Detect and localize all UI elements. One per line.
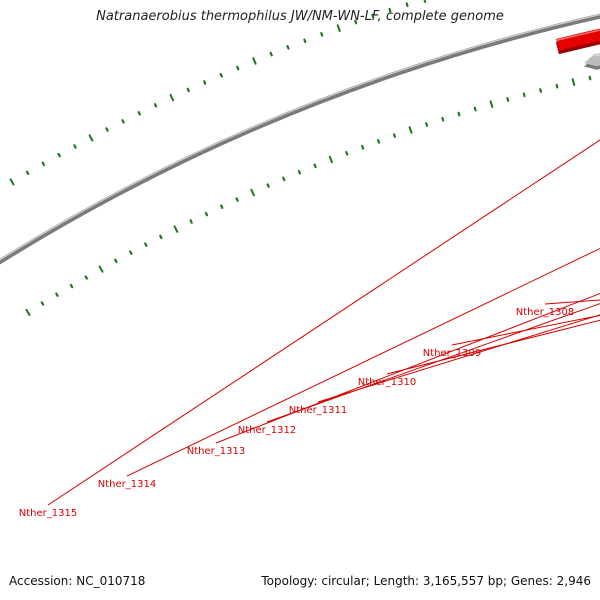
edge-gene-plus-left-body <box>556 28 600 51</box>
outer-scale-minor-tick <box>203 80 207 85</box>
inner-scale-minor-tick <box>393 133 396 138</box>
inner-scale-minor-tick <box>555 83 559 89</box>
outer-scale-major-tick <box>9 178 15 186</box>
outer-scale-minor-tick <box>303 38 307 44</box>
gene-nther-1309-label[interactable]: Nther_1309 <box>423 348 481 359</box>
inner-scale-minor-tick <box>144 242 148 247</box>
outer-scale-minor-tick <box>354 19 358 25</box>
inner-scale-major-tick <box>571 78 576 86</box>
genome-backbone <box>0 13 600 265</box>
gene-nther-1308-callout-line <box>544 299 600 305</box>
inner-scale-minor-tick <box>55 292 59 297</box>
inner-scale-minor-tick <box>40 301 45 306</box>
inner-scale-minor-tick <box>441 116 445 122</box>
outer-scale-minor-tick <box>388 7 392 13</box>
inner-scale-minor-tick <box>425 122 429 127</box>
outer-scale-major-tick <box>252 57 257 65</box>
gene-nther-1314-callout-line <box>126 247 600 477</box>
inner-scale-minor-tick <box>189 219 193 224</box>
inner-scale-minor-tick <box>69 283 74 289</box>
outer-scale-minor-tick <box>153 103 158 108</box>
inner-scale-minor-tick <box>84 275 89 280</box>
outer-scale-minor-tick <box>137 110 141 116</box>
edge-gene-plus-left[interactable] <box>556 0 600 55</box>
outer-scale-minor-tick <box>371 13 375 19</box>
inner-scale-major-tick <box>408 126 413 134</box>
inner-scale-minor-tick <box>522 92 526 98</box>
inner-scale-minor-tick <box>539 88 543 93</box>
inner-scale-minor-tick <box>588 75 592 81</box>
inner-scale-minor-tick <box>473 106 477 112</box>
inner-scale-minor-tick <box>220 204 224 209</box>
outer-scale-minor-tick <box>73 144 77 149</box>
inner-scale-major-tick <box>328 155 333 164</box>
inner-scale-minor-tick <box>457 111 461 117</box>
outer-scale-minor-tick <box>186 87 190 93</box>
outer-scale-major-tick <box>169 93 175 102</box>
gene-nther-1312-label[interactable]: Nther_1312 <box>238 425 296 436</box>
genome-title: Natranaerobius thermophilus JW/NM-WN-LF,… <box>96 9 504 24</box>
scale-ticks: 1382 kbp1383 kbp1384 kbp1385 kbp1386 kbp… <box>9 0 592 316</box>
outer-scale-minor-tick <box>286 45 290 50</box>
gene-nther-1314-label[interactable]: Nther_1314 <box>98 479 156 490</box>
inner-scale-major-tick <box>25 308 31 316</box>
gene-nther-1315-body <box>584 53 600 67</box>
inner-scale-minor-tick <box>297 170 301 175</box>
outer-scale-major-tick <box>423 0 427 3</box>
outer-scale-major-tick <box>336 24 341 32</box>
gene-nther-1310-callout-line <box>386 319 600 375</box>
gene-features <box>556 0 600 70</box>
gene-labels: Nther_1308 Nther_1309 Nther_1310 Nther_1311… <box>19 139 600 519</box>
gene-nther-1315-callout-line <box>47 139 600 506</box>
inner-scale-minor-tick <box>235 197 239 202</box>
inner-scale-minor-tick <box>159 234 163 240</box>
gene-nther-1313-label[interactable]: Nther_1313 <box>187 446 245 457</box>
backbone-line <box>0 13 600 265</box>
outer-scale-minor-tick <box>57 152 61 158</box>
outer-scale-minor-tick <box>219 72 223 78</box>
outer-scale-minor-tick <box>269 51 273 57</box>
inner-scale-minor-tick <box>282 176 286 182</box>
outer-scale-minor-tick <box>320 32 324 37</box>
outer-scale-major-tick <box>88 134 94 142</box>
backbone-highlight <box>0 14 600 261</box>
inner-scale-major-tick <box>173 225 179 233</box>
outer-scale-minor-tick <box>236 65 240 71</box>
gene-nther-1308-label[interactable]: Nther_1308 <box>516 307 574 318</box>
outer-scale-minor-tick <box>105 127 109 132</box>
inner-scale-minor-tick <box>313 163 317 169</box>
inner-scale-major-tick <box>250 188 255 197</box>
gene-nther-1312-callout-line <box>266 303 600 423</box>
outer-scale-minor-tick <box>405 2 409 8</box>
outer-scale-minor-tick <box>25 170 30 175</box>
inner-scale-minor-tick <box>266 183 270 188</box>
inner-scale-major-tick <box>98 265 104 273</box>
outer-scale-minor-tick <box>121 119 125 124</box>
gene-nther-1311-callout-line <box>317 314 600 403</box>
accession-text: Accession: NC_010718 <box>9 574 146 588</box>
inner-scale-minor-tick <box>345 151 349 156</box>
inner-scale-major-tick <box>489 100 494 108</box>
inner-scale-minor-tick <box>114 258 118 264</box>
genome-summary-text: Topology: circular; Length: 3,165,557 bp… <box>261 574 591 588</box>
inner-scale-minor-tick <box>506 97 510 102</box>
inner-scale-minor-tick <box>361 144 365 150</box>
gene-nther-1315-label[interactable]: Nther_1315 <box>19 508 77 519</box>
inner-scale-minor-tick <box>204 211 209 217</box>
gene-nther-1310-label[interactable]: Nther_1310 <box>358 377 416 388</box>
gene-nther-1315[interactable] <box>584 12 600 70</box>
inner-scale-minor-tick <box>129 250 133 255</box>
gene-nther-1311-label[interactable]: Nther_1311 <box>289 405 347 416</box>
inner-scale-minor-tick <box>377 139 381 144</box>
outer-scale-minor-tick <box>41 161 46 167</box>
gene-nther-1313-callout-line <box>215 292 600 444</box>
